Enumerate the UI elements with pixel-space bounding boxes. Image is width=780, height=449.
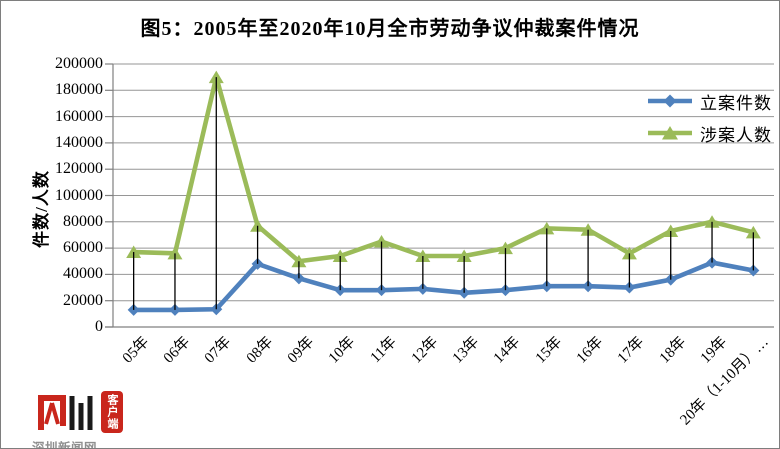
- marker-triangle: [167, 246, 183, 260]
- marker-triangle: [332, 249, 348, 262]
- legend-item-persons-involved: 涉案人数: [647, 117, 772, 149]
- brand-logo-icon: [38, 395, 93, 430]
- y-tick-label: 180000: [55, 81, 103, 99]
- marker-triangle: [704, 215, 720, 228]
- marker-triangle: [539, 221, 555, 235]
- marker-triangle: [374, 235, 390, 248]
- marker-triangle: [250, 219, 266, 232]
- y-tick-label: 120000: [55, 160, 103, 178]
- brand-watermark: 客户端 深圳新闻网: [31, 389, 171, 449]
- legend-label-filed-cases: 立案件数: [700, 93, 772, 113]
- legend-item-filed-cases: 立案件数: [647, 85, 772, 117]
- marker-triangle: [621, 246, 637, 260]
- y-tick-label: 80000: [63, 212, 103, 230]
- marker-triangle: [663, 224, 679, 238]
- y-tick-label: 20000: [63, 291, 103, 309]
- legend-label-persons-involved: 涉案人数: [700, 125, 772, 145]
- y-tick-label: 40000: [63, 265, 103, 283]
- marker-triangle: [456, 249, 472, 262]
- y-tick-label: 160000: [55, 107, 103, 125]
- marker-triangle: [745, 225, 761, 239]
- legend-diamond-marker-icon: [648, 94, 692, 108]
- brand-badge: 客户端: [101, 391, 123, 433]
- marker-triangle: [291, 254, 307, 268]
- series-line-1: [131, 74, 756, 264]
- brand-name: 深圳新闻网: [32, 441, 98, 449]
- y-tick-label: 140000: [55, 133, 103, 151]
- y-tick-label: 60000: [63, 239, 103, 257]
- marker-triangle: [126, 245, 142, 259]
- marker-triangle: [580, 223, 596, 236]
- series-line-0: [131, 260, 756, 313]
- marker-triangle: [208, 70, 224, 84]
- legend: 立案件数 涉案人数: [647, 85, 772, 149]
- y-tick-label: 0: [95, 318, 103, 335]
- marker-triangle: [497, 241, 513, 255]
- legend-triangle-marker-icon: [648, 126, 692, 140]
- y-tick-label: 100000: [55, 186, 103, 204]
- y-tick-label: 200000: [55, 55, 103, 72]
- marker-triangle: [415, 249, 431, 262]
- chart-title: 图5：2005年至2020年10月全市劳动争议仲裁案件情况: [140, 18, 640, 40]
